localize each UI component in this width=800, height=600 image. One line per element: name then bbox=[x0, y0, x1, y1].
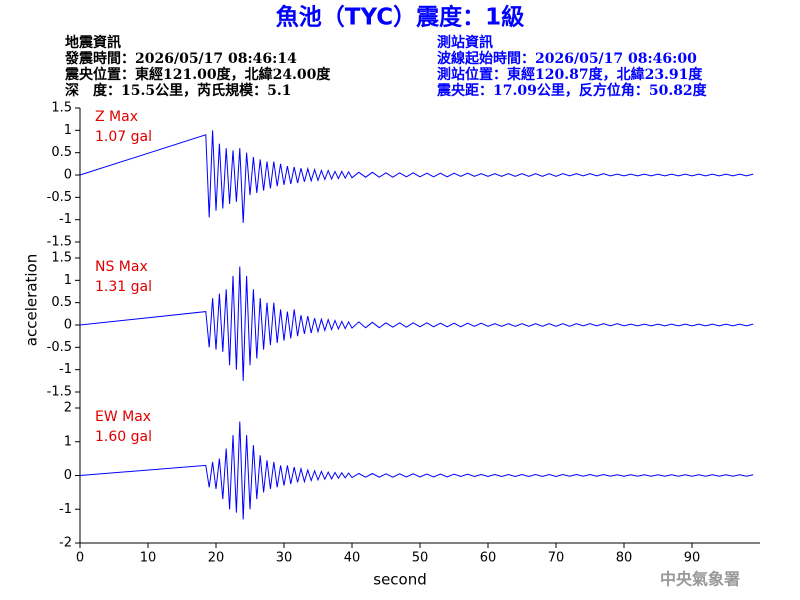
y-tick-label: -0.5 bbox=[47, 340, 72, 355]
x-tick-label: 70 bbox=[548, 551, 565, 566]
y-tick-label: 1 bbox=[64, 434, 72, 449]
x-tick-label: 30 bbox=[276, 551, 293, 566]
y-tick-label: 2 bbox=[64, 401, 72, 416]
x-axis-label: second bbox=[373, 571, 427, 589]
y-tick-label: 0 bbox=[64, 168, 72, 183]
chart-title: 魚池（TYC）震度：1級 bbox=[276, 4, 524, 31]
y-tick-label: -1.5 bbox=[47, 385, 72, 400]
credit: 中央氣象署 bbox=[660, 570, 740, 589]
info: 地震資訊 bbox=[65, 34, 121, 51]
x-tick-label: 80 bbox=[616, 551, 633, 566]
panel-annotation: 1.31 gal bbox=[95, 279, 152, 295]
y-tick-label: -1 bbox=[59, 212, 72, 227]
y-tick-label: -2 bbox=[59, 536, 72, 551]
panel-title: EW Max bbox=[95, 409, 151, 425]
panel-annotation: 1.07 gal bbox=[95, 129, 152, 145]
panel-annotation: 1.60 gal bbox=[95, 429, 152, 445]
x-tick-label: 60 bbox=[480, 551, 497, 566]
y-axis-label: acceleration bbox=[23, 254, 41, 346]
x-tick-label: 90 bbox=[684, 551, 701, 566]
trace bbox=[79, 130, 754, 223]
y-tick-label: 1 bbox=[64, 123, 72, 138]
info: 波線起始時間：2026/05/17 08:46:00 bbox=[437, 50, 697, 67]
y-tick-label: -0.5 bbox=[47, 190, 72, 205]
y-tick-label: 1 bbox=[64, 273, 72, 288]
info: 發震時間：2026/05/17 08:46:14 bbox=[64, 50, 297, 67]
x-tick-label: 40 bbox=[344, 551, 361, 566]
y-tick-label: 1.5 bbox=[51, 101, 72, 116]
info: 深 度：15.5公里，芮氏規模：5.1 bbox=[65, 82, 291, 99]
info: 震央位置：東經121.00度，北緯24.00度 bbox=[64, 66, 331, 83]
x-tick-label: 50 bbox=[412, 551, 429, 566]
y-tick-label: 0.5 bbox=[51, 295, 72, 310]
y-tick-label: -1 bbox=[59, 362, 72, 377]
x-tick-label: 10 bbox=[140, 551, 157, 566]
y-tick-label: -1.5 bbox=[47, 235, 72, 250]
info: 測站位置：東經120.87度，北緯23.91度 bbox=[437, 66, 703, 83]
y-tick-label: -1 bbox=[59, 502, 72, 517]
info: 震央距：17.09公里，反方位角：50.82度 bbox=[436, 82, 708, 99]
y-tick-label: 0 bbox=[64, 318, 72, 333]
panel-title: Z Max bbox=[95, 109, 138, 125]
y-tick-label: 1.5 bbox=[51, 251, 72, 266]
x-tick-label: 0 bbox=[76, 551, 84, 566]
x-tick-label: 20 bbox=[208, 551, 225, 566]
trace bbox=[79, 266, 754, 381]
y-tick-label: 0 bbox=[64, 468, 72, 483]
panel-title: NS Max bbox=[95, 259, 148, 275]
trace bbox=[79, 421, 754, 520]
y-tick-label: 0.5 bbox=[51, 145, 72, 160]
info: 測站資訊 bbox=[437, 34, 493, 51]
